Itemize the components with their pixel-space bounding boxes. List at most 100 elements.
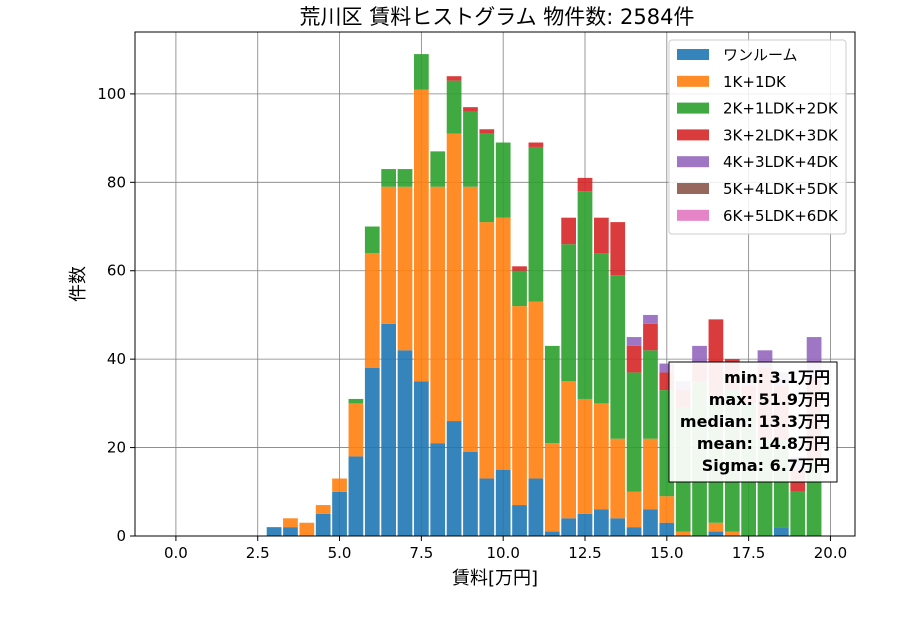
bar-segment: [626, 372, 642, 492]
legend-label: 3K+2LDK+3DK: [723, 126, 839, 144]
legend-label: 1K+1DK: [723, 73, 787, 91]
bar-segment: [643, 350, 658, 439]
bar-segment: [692, 345, 707, 364]
bar-segment: [283, 527, 298, 536]
y-axis-label: 件数: [68, 266, 89, 302]
bar-segment: [283, 518, 298, 528]
legend-swatch: [677, 129, 709, 141]
bar-segment: [414, 54, 429, 90]
legend: ワンルーム 1K+1DK 2K+1LDK+2DK 3K+2LDK+3DK 4K+3LDK…: [668, 39, 847, 235]
bar-segment: [577, 177, 593, 192]
stats-line: max: 51.9万円: [709, 390, 830, 409]
bar-segment: [332, 491, 347, 536]
bar-segment: [397, 350, 413, 536]
x-tick-label: 2.5: [246, 544, 270, 562]
bar-segment: [528, 146, 544, 302]
bar-segment: [299, 522, 315, 536]
bar-segment: [479, 129, 495, 134]
legend-label: 4K+3LDK+4DK: [723, 153, 839, 171]
bar-segment: [610, 275, 626, 439]
x-tick-label: 10.0: [486, 544, 519, 562]
legend-box: [668, 39, 847, 235]
x-tick-label: 17.5: [732, 544, 765, 562]
x-tick-label: 0.0: [164, 544, 188, 562]
bar-segment: [479, 133, 495, 223]
x-tick-label: 5.0: [328, 544, 352, 562]
legend-swatch: [677, 209, 709, 221]
bar-segment: [594, 509, 609, 536]
bar-segment: [528, 142, 544, 147]
bar-segment: [266, 527, 282, 536]
bar-segment: [675, 531, 691, 536]
bar-segment: [643, 314, 658, 324]
stats-box-frame: [668, 361, 838, 483]
bar-segment: [643, 438, 658, 510]
plot-frame: [134, 31, 856, 537]
bar-segment: [528, 478, 544, 536]
bar-segment: [479, 478, 495, 536]
y-tick-label: 0: [116, 527, 126, 545]
bar-segment: [512, 306, 527, 506]
bar-segment: [430, 443, 446, 536]
bar-segment: [315, 505, 331, 514]
bar-segment: [364, 226, 380, 254]
stats-line: min: 3.1万円: [724, 368, 830, 387]
bar-segment: [364, 253, 380, 368]
bar-segment: [561, 217, 576, 245]
bar-segment: [724, 531, 740, 536]
bar-segment: [577, 398, 593, 514]
bar-segment: [414, 381, 429, 536]
bar-segment: [659, 496, 675, 523]
bar-segment: [414, 89, 429, 382]
bar-segment: [348, 403, 364, 457]
bar-segment: [561, 381, 576, 519]
bar-segment: [446, 421, 462, 536]
stats-box: min: 3.1万円 max: 51.9万円 median: 13.3万円 mean:…: [668, 361, 838, 483]
bar-segment: [643, 323, 658, 351]
bar-segment: [659, 363, 675, 373]
bar-segment: [528, 301, 544, 479]
bar-segment: [348, 456, 364, 536]
bar-segment: [430, 186, 446, 444]
y-tick-label: 80: [107, 173, 126, 191]
bar-segment: [577, 191, 593, 399]
legend-label: ワンルーム: [723, 46, 798, 64]
bar-segment: [430, 151, 446, 187]
legend-label: 6K+5LDK+6DK: [723, 207, 839, 225]
bar-segment: [479, 222, 495, 479]
bar-segment: [397, 169, 413, 187]
bar-segment: [626, 527, 642, 536]
bar-segment: [544, 443, 560, 532]
bar-segment: [594, 217, 609, 254]
bar-segment: [463, 186, 478, 452]
legend-swatch: [677, 102, 709, 114]
bar-segment: [708, 522, 724, 532]
bar-segment: [626, 345, 642, 373]
bar-segment: [577, 513, 593, 536]
bar-segment: [364, 368, 380, 536]
bar-segment: [348, 398, 364, 404]
bar-segment: [381, 323, 396, 536]
bar-segment: [446, 80, 462, 134]
x-axis-label: 賃料[万円]: [452, 568, 538, 589]
y-tick-label: 100: [97, 85, 126, 103]
axis-ticks: 0.0 2.5 5.0 7.5 10.0 12.5 15.0 17.5 20.0 0 20 40 60 8…: [97, 85, 847, 562]
legend-swatch: [677, 183, 709, 194]
bar-segment: [463, 111, 478, 187]
bar-segment: [610, 438, 626, 519]
bar-segment: [594, 253, 609, 404]
bar-segment: [512, 505, 527, 536]
bar-segment: [463, 452, 478, 536]
x-tick-label: 7.5: [409, 544, 433, 562]
bar-segment: [495, 469, 511, 536]
bar-segment: [512, 266, 527, 271]
bar-segment: [594, 403, 609, 510]
y-tick-label: 40: [107, 350, 126, 368]
bar-segment: [495, 142, 511, 218]
bar-segment: [397, 186, 413, 351]
stats-line: Sigma: 6.7万円: [702, 456, 830, 475]
legend-swatch: [677, 156, 709, 168]
bar-segment: [446, 76, 462, 81]
bar-segment: [659, 522, 675, 536]
